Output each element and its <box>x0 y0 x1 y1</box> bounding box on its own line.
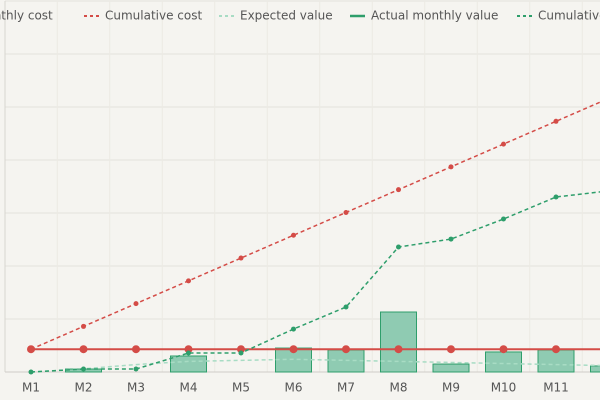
x-tick-label: M2 <box>75 381 93 395</box>
point <box>501 141 506 147</box>
legend-label: Cumulative value <box>538 9 600 23</box>
point <box>343 304 349 310</box>
x-tick-label: M5 <box>232 381 250 395</box>
point <box>394 345 403 354</box>
point <box>343 209 349 215</box>
x-tick-label: M4 <box>180 381 198 395</box>
point <box>81 323 86 329</box>
point <box>81 366 86 372</box>
point <box>448 236 454 242</box>
point <box>291 326 296 332</box>
point <box>501 216 506 222</box>
x-tick-label: M11 <box>543 381 569 395</box>
point <box>396 187 401 193</box>
point <box>396 244 401 250</box>
bar <box>590 365 600 373</box>
bar <box>380 311 417 373</box>
point <box>289 345 298 354</box>
legend-label: Expected value <box>240 9 333 23</box>
x-tick-label: M7 <box>337 381 355 395</box>
legend-item: Cumulative value <box>517 9 600 23</box>
x-tick-label: M8 <box>390 381 408 395</box>
point <box>186 278 191 284</box>
point <box>133 366 139 372</box>
point <box>447 345 455 354</box>
series-line <box>30 191 600 373</box>
point <box>28 369 34 375</box>
x-tick-label: M1 <box>22 381 40 395</box>
point <box>553 118 559 124</box>
point <box>133 301 139 307</box>
x-tick-label: M6 <box>285 381 303 395</box>
point <box>79 345 88 354</box>
point <box>186 350 191 356</box>
point <box>291 232 296 238</box>
x-tick-label: M3 <box>127 381 145 395</box>
bar <box>170 355 207 373</box>
point <box>184 345 193 354</box>
legend-item: Expected value <box>219 9 333 23</box>
legend-label: Actual monthly value <box>371 9 498 23</box>
bar <box>432 363 470 373</box>
point <box>28 346 34 352</box>
point <box>237 345 245 354</box>
point <box>342 345 350 354</box>
legend-label: Monthly cost <box>0 9 53 23</box>
point <box>448 164 454 170</box>
legend-label: Cumulative cost <box>105 9 202 23</box>
legend-item: Cumulative cost <box>84 9 202 23</box>
point <box>553 194 559 200</box>
legend-item: Monthly cost <box>0 9 53 23</box>
series-line <box>30 101 600 350</box>
point <box>238 350 244 356</box>
series-line <box>30 358 600 373</box>
point <box>132 345 140 354</box>
point <box>238 255 244 261</box>
bar <box>537 349 575 373</box>
bar <box>485 351 522 373</box>
point <box>552 345 560 354</box>
x-tick-label: M9 <box>442 381 460 395</box>
legend-item: Actual monthly value <box>350 9 498 23</box>
point <box>499 345 508 354</box>
x-tick-label: M10 <box>491 381 517 395</box>
